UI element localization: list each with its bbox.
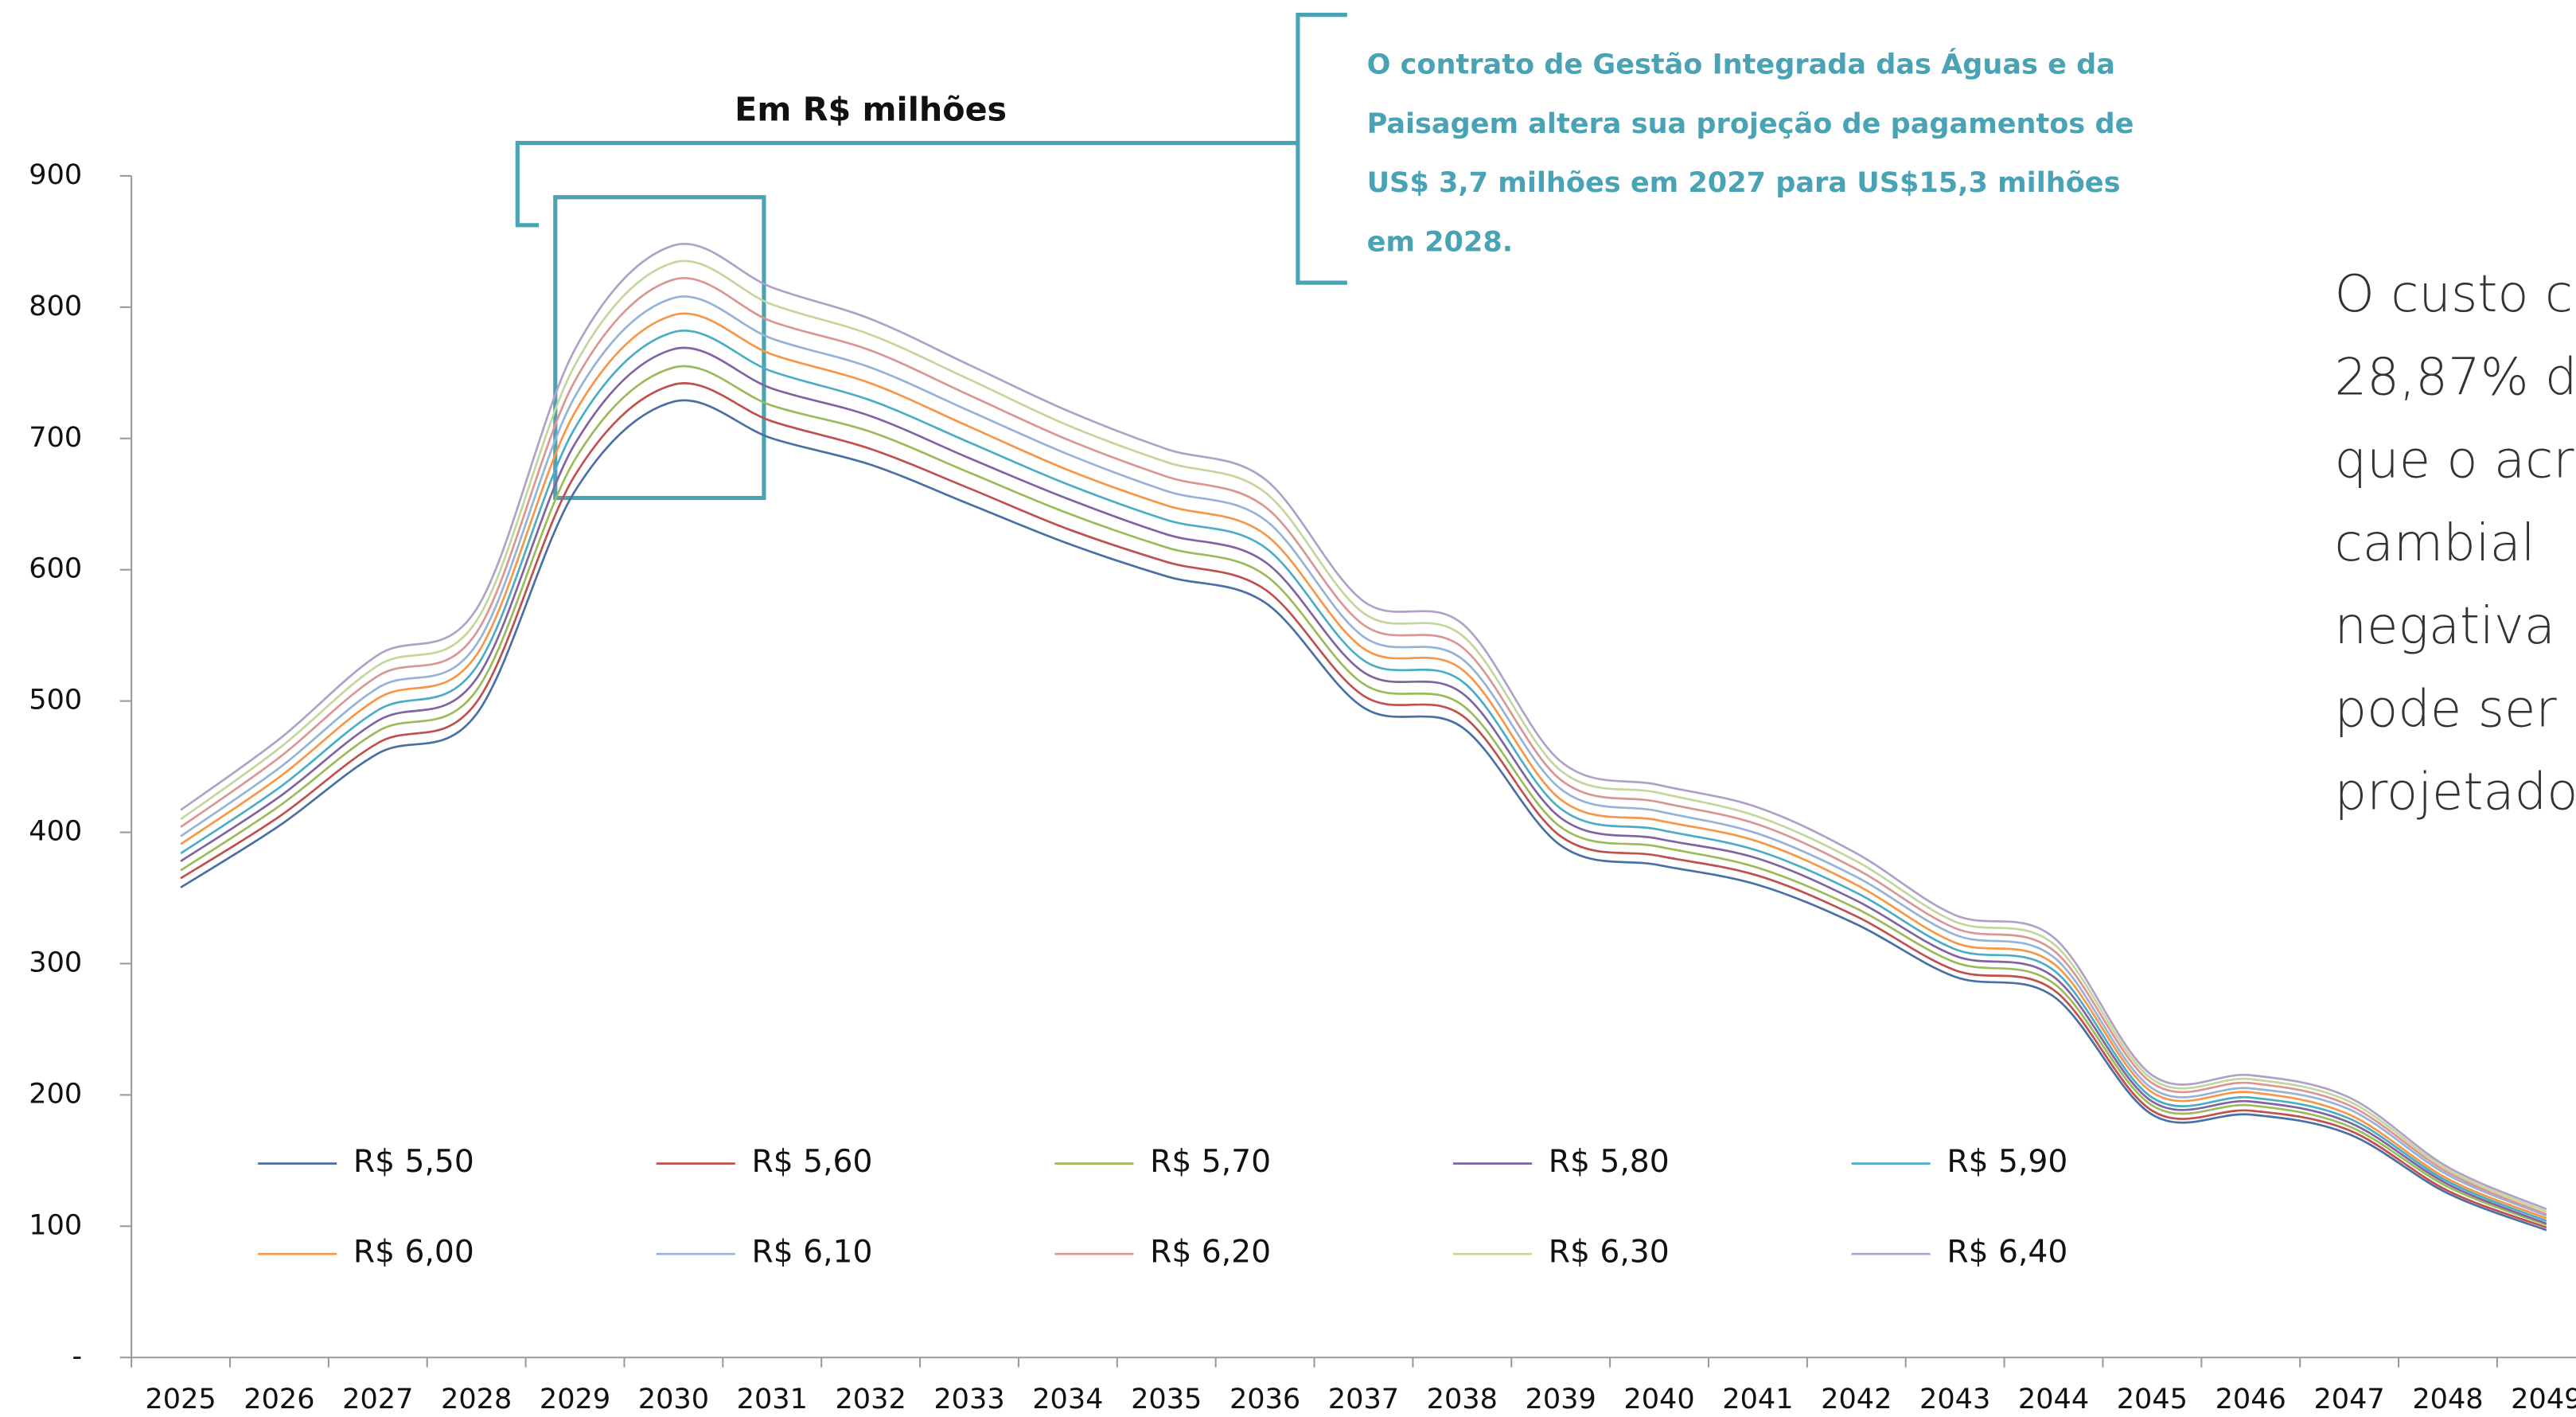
- x-tick-label: 2048: [2412, 1383, 2483, 1415]
- x-tick-label: 2035: [1131, 1383, 1202, 1415]
- series-line: [180, 330, 2547, 1222]
- callout-text: O contrato de Gestão Integrada das Águas…: [1367, 48, 2115, 81]
- x-tick-label: 2046: [2216, 1383, 2286, 1415]
- series-line: [180, 243, 2547, 1211]
- x-tick-label: 2049: [2511, 1383, 2576, 1415]
- y-tick-label: 300: [29, 946, 82, 978]
- y-tick-label: 900: [29, 158, 82, 191]
- y-tick-label: 700: [29, 421, 82, 454]
- series-line: [180, 399, 2547, 1232]
- side-text-line: negativa: [2335, 597, 2555, 656]
- callout-text: Paisagem altera sua projeção de pagament…: [1367, 107, 2134, 140]
- highlight-box: [553, 195, 766, 501]
- x-tick-label: 2040: [1623, 1383, 1694, 1415]
- x-tick-label: 2042: [1821, 1383, 1892, 1415]
- y-tick-label: 100: [29, 1208, 82, 1241]
- legend-label: R$ 6,20: [1150, 1235, 1271, 1271]
- legend-label: R$ 6,10: [751, 1235, 872, 1271]
- x-tick-label: 2044: [2018, 1383, 2089, 1415]
- callout-bracket: [1296, 13, 1347, 285]
- side-text: O custo c 28,87% d que o acr cambial negativ…: [2335, 265, 2576, 822]
- x-tick-label: 2034: [1032, 1383, 1103, 1415]
- x-tick-label: 2027: [342, 1383, 413, 1415]
- x-tick-label: 2025: [145, 1383, 216, 1415]
- x-tick-label: 2028: [441, 1383, 512, 1415]
- legend-label: R$ 5,80: [1549, 1144, 1670, 1180]
- y-tick-label: 200: [29, 1077, 82, 1110]
- series-line: [180, 312, 2547, 1220]
- legend-label: R$ 6,30: [1549, 1235, 1670, 1271]
- side-text-line: pode ser: [2335, 680, 2558, 739]
- side-text-line: projetado: [2335, 763, 2576, 822]
- side-text-line: que o acr: [2335, 431, 2575, 490]
- y-tick-label: 800: [29, 290, 82, 322]
- x-tick-label: 2047: [2313, 1383, 2384, 1415]
- series-line: [180, 365, 2547, 1226]
- callout: O contrato de Gestão Integrada das Águas…: [1367, 48, 2134, 259]
- x-tick-label: 2043: [1919, 1383, 1990, 1415]
- callout-text: US$ 3,7 milhões em 2027 para US$15,3 mil…: [1367, 166, 2121, 199]
- x-tick-label: 2033: [933, 1383, 1004, 1415]
- series-line: [180, 260, 2547, 1213]
- side-text-line: O custo c: [2335, 265, 2574, 324]
- x-tick-label: 2030: [638, 1383, 709, 1415]
- series-line: [180, 346, 2547, 1225]
- x-tick-label: 2038: [1427, 1383, 1498, 1415]
- x-tick-label: 2029: [540, 1383, 610, 1415]
- side-text-line: cambial: [2335, 514, 2535, 573]
- chart-title: Em R$ milhões: [735, 90, 1007, 128]
- x-tick-label: 2031: [737, 1383, 808, 1415]
- series-line: [180, 382, 2547, 1229]
- x-tick-label: 2032: [835, 1383, 906, 1415]
- y-tick-label: 600: [29, 552, 82, 585]
- connector: [515, 141, 1298, 228]
- legend-label: R$ 6,40: [1947, 1235, 2067, 1271]
- x-tick-label: 2045: [2117, 1383, 2188, 1415]
- side-text-line: 28,87% d: [2335, 348, 2576, 407]
- legend-label: R$ 5,50: [353, 1144, 474, 1180]
- series-line: [180, 277, 2547, 1216]
- x-tick-label: 2036: [1230, 1383, 1300, 1415]
- y-tick-label: 400: [29, 815, 82, 848]
- x-tick-label: 2037: [1328, 1383, 1399, 1415]
- callout-text: em 2028.: [1367, 226, 1514, 259]
- y-tick-label: -: [72, 1340, 83, 1372]
- legend-label: R$ 5,60: [751, 1144, 872, 1180]
- x-tick-label: 2026: [244, 1383, 314, 1415]
- legend-label: R$ 5,90: [1947, 1144, 2067, 1180]
- x-tick-label: 2041: [1722, 1383, 1793, 1415]
- legend-label: R$ 5,70: [1150, 1144, 1271, 1180]
- series-line: [180, 295, 2547, 1217]
- x-tick-label: 2039: [1526, 1383, 1596, 1415]
- y-tick-label: 500: [29, 684, 82, 716]
- legend-label: R$ 6,00: [353, 1235, 474, 1271]
